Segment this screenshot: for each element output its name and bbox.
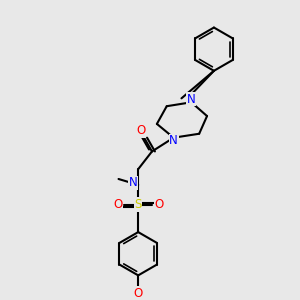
Text: O: O — [134, 286, 143, 300]
Text: O: O — [136, 124, 146, 137]
Text: S: S — [134, 198, 142, 211]
Text: O: O — [113, 198, 122, 211]
Text: O: O — [154, 198, 164, 211]
Text: N: N — [129, 176, 138, 189]
Text: N: N — [169, 134, 178, 147]
Text: N: N — [187, 93, 196, 106]
